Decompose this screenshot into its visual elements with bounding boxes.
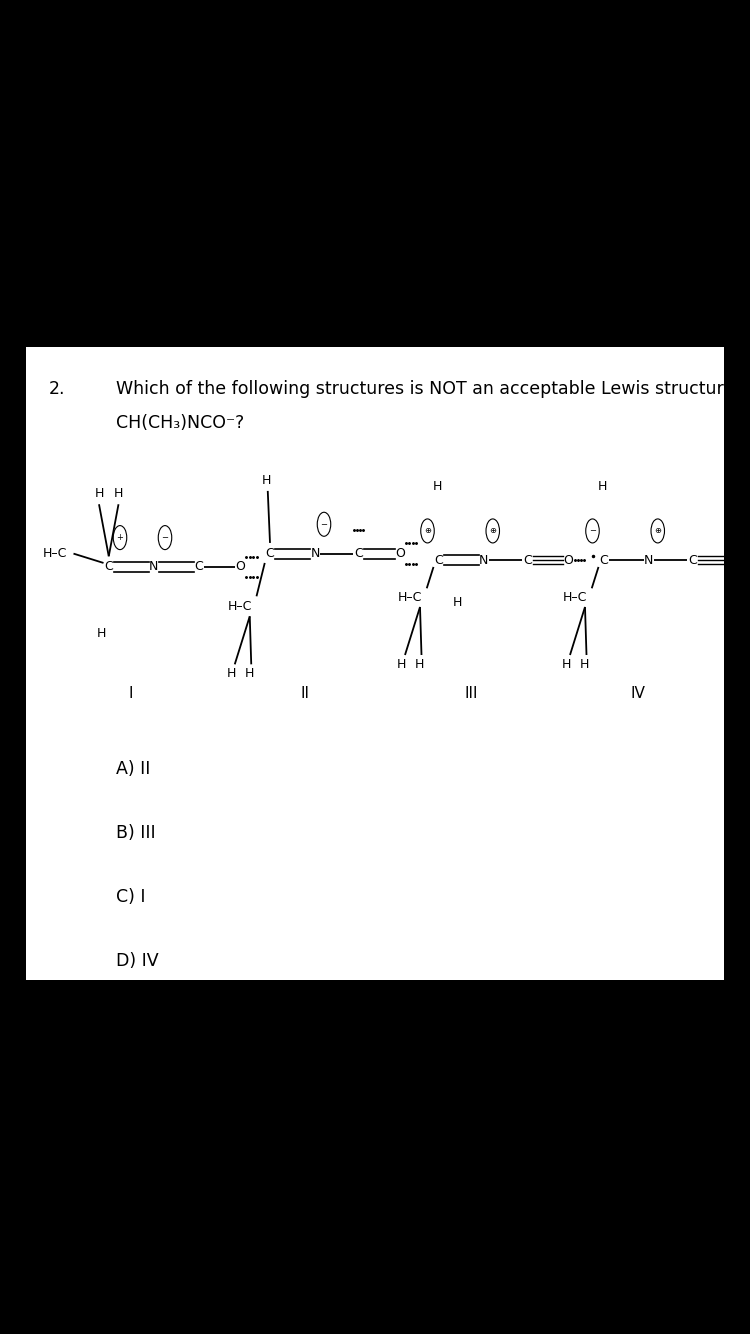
Text: H: H xyxy=(262,474,271,487)
Text: II: II xyxy=(301,686,310,702)
Text: −: − xyxy=(589,527,596,535)
Text: H: H xyxy=(226,667,236,680)
Text: C: C xyxy=(354,547,363,560)
Text: H–C: H–C xyxy=(43,547,67,560)
Text: A) II: A) II xyxy=(116,760,151,778)
Text: C: C xyxy=(688,554,697,567)
Text: ⊕: ⊕ xyxy=(424,527,431,535)
Text: B) III: B) III xyxy=(116,824,156,842)
Text: H: H xyxy=(598,480,607,494)
Text: O: O xyxy=(235,560,245,574)
Text: H: H xyxy=(453,596,462,610)
Text: O: O xyxy=(394,547,405,560)
Text: O: O xyxy=(563,554,574,567)
Text: H: H xyxy=(94,487,104,500)
Text: H: H xyxy=(415,658,424,671)
Text: C) I: C) I xyxy=(116,888,146,906)
Text: C: C xyxy=(523,554,532,567)
Text: H–C: H–C xyxy=(228,600,252,614)
Text: C: C xyxy=(194,560,203,574)
Text: III: III xyxy=(464,686,478,702)
Text: H: H xyxy=(97,627,106,640)
Text: H: H xyxy=(433,480,442,494)
Text: ⊕: ⊕ xyxy=(489,527,496,535)
Text: Which of the following structures is NOT an acceptable Lewis structure of: Which of the following structures is NOT… xyxy=(116,380,750,398)
Text: IV: IV xyxy=(630,686,645,702)
Text: +: + xyxy=(116,534,124,542)
Text: I: I xyxy=(129,686,134,702)
Text: −: − xyxy=(161,534,169,542)
Text: C: C xyxy=(104,560,113,574)
Text: C: C xyxy=(599,554,608,567)
Text: H–C: H–C xyxy=(563,591,587,604)
Text: N: N xyxy=(479,554,488,567)
Text: N: N xyxy=(149,560,158,574)
Text: 2.: 2. xyxy=(49,380,65,398)
Text: N: N xyxy=(644,554,653,567)
Text: H: H xyxy=(562,658,571,671)
Text: D) IV: D) IV xyxy=(116,952,159,970)
FancyBboxPatch shape xyxy=(26,347,724,980)
Text: C: C xyxy=(266,547,274,560)
Text: O: O xyxy=(728,554,739,567)
Text: N: N xyxy=(310,547,320,560)
Text: H: H xyxy=(244,667,254,680)
Text: −: − xyxy=(320,520,328,528)
Text: C: C xyxy=(434,554,443,567)
Text: CH(CH₃)NCO⁻?: CH(CH₃)NCO⁻? xyxy=(116,414,244,431)
Text: H: H xyxy=(397,658,406,671)
Text: H–C: H–C xyxy=(398,591,422,604)
Text: H: H xyxy=(580,658,589,671)
Text: ⊕: ⊕ xyxy=(654,527,662,535)
Text: H: H xyxy=(114,487,123,500)
